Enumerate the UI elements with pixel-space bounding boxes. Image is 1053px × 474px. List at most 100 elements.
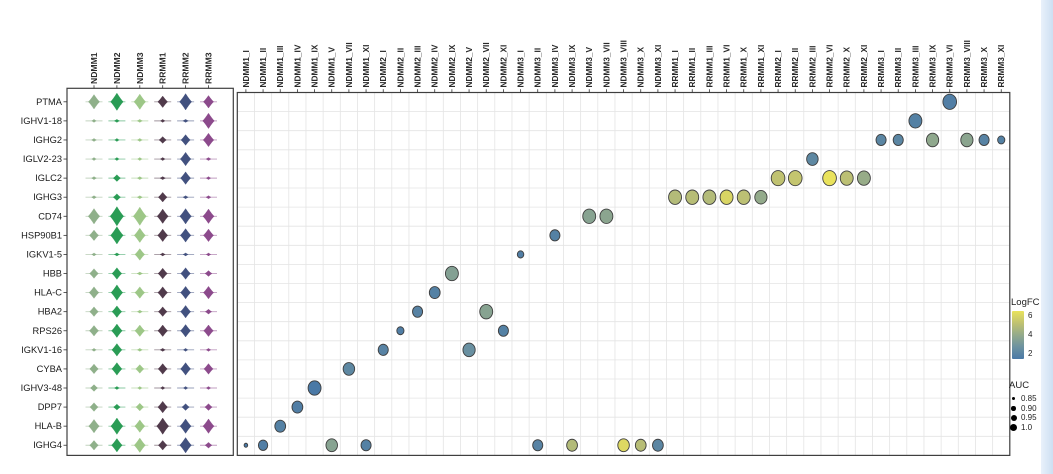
dot-RRMM1_XI-IGHG3 — [754, 189, 768, 205]
dot-RRMM1_I-IGHG3 — [668, 189, 682, 205]
dot-NDMM3_V-CD74 — [582, 208, 597, 224]
dot-col-label-NDMM3_II: NDMM3_II — [533, 48, 543, 88]
dot-col-label-RRMM3_III: RRMM3_III — [910, 46, 920, 88]
violin-DPP7-NDMM1 — [89, 402, 99, 412]
dot-col-label-NDMM2_IV: NDMM2_IV — [430, 44, 440, 87]
violin-IGHV1-18-RRMM2 — [182, 119, 189, 123]
violin-HLA-C-RRMM3 — [203, 286, 214, 300]
violin-DPP7-RRMM2 — [181, 403, 190, 411]
gene-label-HLA-B: HLA-B — [35, 421, 62, 431]
dot-col-label-RRMM2_XI: RRMM2_XI — [859, 45, 869, 88]
violin-PTMA-NDMM2 — [110, 92, 124, 111]
dot-col-label-RRMM2_II: RRMM2_II — [790, 48, 800, 88]
violin-IGLV2-23-NDMM2 — [114, 157, 120, 161]
logfc-tick-6: 6 — [1028, 311, 1033, 320]
dot-NDMM2_V-IGKV1-16 — [462, 342, 476, 358]
dot-col-label-NDMM3_VIII: NDMM3_VIII — [619, 40, 629, 87]
dot-RRMM2_X-IGLC2 — [839, 170, 854, 186]
violin-DPP7-RRMM1 — [157, 400, 168, 414]
dot-panel-background — [237, 92, 1010, 456]
violin-IGHG3-NDMM2 — [112, 193, 121, 201]
dot-NDMM1_III-HLA-B — [274, 419, 287, 433]
gene-label-IGHG4: IGHG4 — [33, 440, 62, 450]
violin-IGHG2-NDMM2 — [114, 138, 120, 142]
dot-col-label-NDMM2_VII: NDMM2_VII — [481, 42, 491, 87]
violin-IGHG4-NDMM2 — [111, 438, 123, 453]
dot-NDMM2_XI-RPS26 — [497, 324, 509, 337]
violin-HLA-C-NDMM1 — [88, 286, 100, 299]
dot-RRMM1_III-IGHG3 — [702, 189, 717, 205]
violin-IGHV3-48-RRMM1 — [160, 386, 166, 390]
dot-RRMM2_III-IGLV2-23 — [806, 152, 819, 166]
violin-IGKV1-16-RRMM2 — [182, 348, 189, 352]
violin-PTMA-RRMM3 — [203, 95, 214, 109]
violin-IGHG4-NDMM3 — [133, 437, 146, 453]
logfc-colorbar-wrap: 6 4 2 — [1011, 311, 1051, 361]
violin-HSP90B1-RRMM1 — [157, 228, 169, 242]
dot-NDMM3_X-IGHG4 — [634, 438, 647, 452]
violin-IGKV1-16-NDMM2 — [111, 343, 123, 357]
dot-NDMM1_IV-DPP7 — [291, 400, 304, 414]
dot-col-label-RRMM2_III: RRMM2_III — [807, 46, 817, 88]
dot-NDMM1_IX-IGHV3-48 — [307, 380, 322, 396]
violin-DPP7-RRMM3 — [204, 403, 213, 411]
gene-label-IGLC2: IGLC2 — [35, 173, 62, 183]
dot-NDMM3_II-IGHG4 — [532, 439, 544, 452]
dot-NDMM3_XI-IGHG4 — [652, 438, 664, 452]
dot-col-label-RRMM2_VI: RRMM2_VI — [825, 45, 835, 88]
violin-HBB-RRMM2 — [180, 267, 191, 280]
violin-CD74-RRMM3 — [202, 208, 215, 224]
violin-RPS26-NDMM3 — [134, 324, 145, 337]
dot-col-label-NDMM3_XI: NDMM3_XI — [653, 45, 663, 88]
dot-RRMM3_X-IGHG2 — [978, 133, 990, 147]
violin-HBA2-NDMM2 — [111, 305, 123, 318]
gene-label-CYBA: CYBA — [37, 364, 63, 374]
dot-col-label-RRMM1_VI: RRMM1_VI — [722, 45, 732, 88]
violin-RPS26-RRMM2 — [180, 324, 192, 338]
violin-RPS26-NDMM1 — [89, 325, 99, 337]
violin-CD74-NDMM1 — [87, 208, 101, 225]
violin-IGKV1-16-RRMM3 — [205, 348, 212, 352]
violin-HLA-B-RRMM2 — [179, 418, 192, 434]
violin-IGHG2-RRMM3 — [202, 132, 215, 148]
dot-NDMM3_VIII-IGHG4 — [617, 438, 630, 453]
violin-RPS26-NDMM2 — [111, 323, 123, 338]
violin-HBB-RRMM3 — [204, 270, 213, 277]
logfc-colorbar — [1012, 311, 1024, 359]
dot-col-label-NDMM1_IX: NDMM1_IX — [310, 44, 320, 87]
dot-col-label-RRMM3_XI: RRMM3_XI — [996, 45, 1006, 88]
dot-col-label-NDMM2_XI: NDMM2_XI — [498, 45, 508, 88]
auc-legend-entry: 0.95 — [1009, 413, 1037, 423]
gene-label-IGLV2-23: IGLV2-23 — [23, 154, 62, 164]
violin-IGLC2-NDMM1 — [91, 176, 97, 180]
violin-PTMA-RRMM2 — [179, 93, 192, 111]
violin-IGHV3-48-RRMM3 — [205, 386, 212, 390]
auc-size-label-090: 0.90 — [1021, 403, 1037, 413]
violin-HLA-B-RRMM1 — [156, 417, 170, 435]
dot-RRMM3_III-IGHV1-18 — [908, 113, 923, 129]
violin-IGHV1-18-RRMM3 — [202, 112, 215, 129]
dot-RRMM2_VI-IGLC2 — [822, 170, 837, 187]
violin-HLA-C-RRMM2 — [180, 286, 192, 300]
gene-label-HSP90B1: HSP90B1 — [21, 230, 62, 240]
violin-IGHG2-RRMM2 — [180, 134, 191, 146]
auc-size-label-10: 1.0 — [1021, 423, 1033, 433]
dot-col-label-NDMM3_IV: NDMM3_IV — [550, 44, 560, 87]
logfc-legend-title: LogFC — [1011, 297, 1040, 308]
violin-CYBA-NDMM1 — [89, 363, 99, 375]
violin-IGLC2-RRMM2 — [180, 171, 192, 185]
dot-col-label-RRMM3_VI: RRMM3_VI — [945, 45, 955, 88]
violin-IGLV2-23-RRMM3 — [205, 157, 212, 161]
dot-NDMM3_VII-CD74 — [599, 208, 614, 224]
dot-col-label-NDMM3_X: NDMM3_X — [636, 46, 646, 87]
violin-HSP90B1-RRMM3 — [203, 228, 214, 242]
auc-size-label-095: 0.95 — [1021, 413, 1037, 423]
auc-legend: AUC 0.85 0.90 0.95 1.0 — [1009, 380, 1037, 432]
dot-col-label-NDMM3_VII: NDMM3_VII — [601, 42, 611, 87]
dot-NDMM2_IX-HBB — [444, 265, 459, 282]
violin-IGHG4-RRMM3 — [204, 442, 213, 449]
dot-RRMM1_II-IGHG3 — [685, 189, 700, 205]
violin-CYBA-NDMM2 — [111, 362, 123, 376]
